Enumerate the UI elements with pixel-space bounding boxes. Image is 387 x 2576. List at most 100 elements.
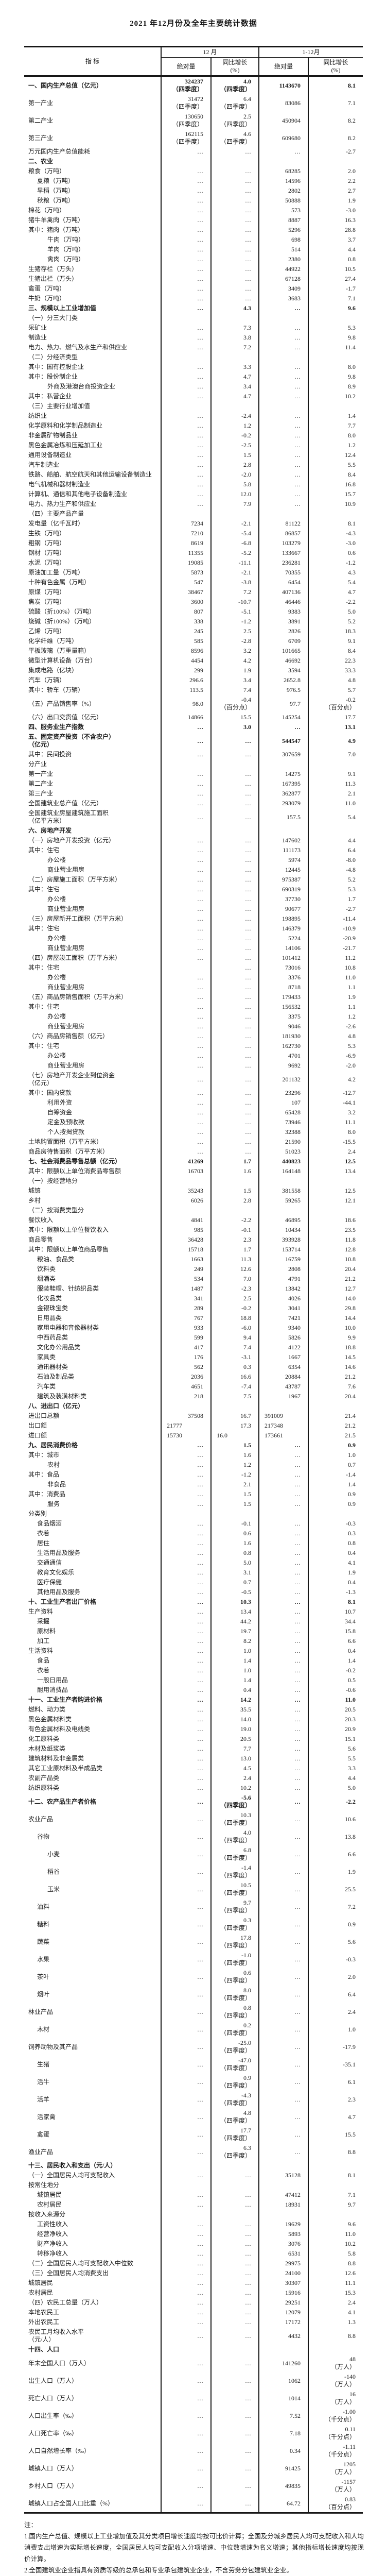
value-cell: 417	[161, 1343, 211, 1352]
value-cell: …	[161, 2327, 211, 2345]
value-cell: 3.2	[211, 646, 259, 656]
value-cell: …	[211, 186, 259, 196]
value-cell: …	[211, 894, 259, 904]
value-cell: …	[161, 1147, 211, 1157]
value-cell: …	[211, 1002, 259, 1012]
value-cell: …	[161, 1783, 211, 1793]
indicator-label: 茶叶	[24, 1968, 161, 1986]
value-cell: 1.7	[211, 1157, 259, 1166]
value-cell: …	[161, 196, 211, 206]
value-cell: 6.4	[308, 845, 363, 855]
indicator-label: （二）按消费类型分	[24, 1206, 161, 1215]
indicator-label: 计算机、通信和其他电子设备制造业	[24, 489, 161, 499]
value-cell: 179433	[259, 992, 308, 1002]
indicator-label: （四）房屋竣工面积（万平方米）	[24, 953, 161, 963]
value-cell: …	[161, 904, 211, 914]
value-cell: …	[161, 450, 211, 460]
value-cell: 393928	[259, 1235, 308, 1245]
value-cell: …	[161, 362, 211, 372]
value-cell: -0.3	[308, 1951, 363, 1968]
value-cell: …	[161, 2171, 211, 2180]
value-cell	[308, 401, 363, 411]
value-cell: …	[161, 2268, 211, 2278]
value-cell: …	[161, 499, 211, 509]
indicator-label: 其中：住宅	[24, 1002, 161, 1012]
value-cell: …	[161, 421, 211, 431]
value-cell: …	[161, 1489, 211, 1499]
indicator-label: 生铁（万吨）	[24, 529, 161, 538]
table-row: 分产业	[24, 759, 363, 769]
value-cell: 4122	[259, 1343, 308, 1352]
value-cell: 218	[161, 1392, 211, 1401]
indicator-label: 糖料	[24, 1916, 161, 1933]
value-cell: 1.0	[211, 1646, 259, 1656]
value-cell: …	[211, 934, 259, 943]
value-cell: …	[211, 2278, 259, 2288]
indicator-label: 其中：私营企业	[24, 392, 161, 401]
value-cell: …	[259, 1968, 308, 1986]
indicator-label: 蔬菜	[24, 1933, 161, 1951]
value-cell: 4.4	[308, 1773, 363, 1783]
value-cell: 4432	[259, 2327, 308, 2345]
value-cell: 8.2	[211, 1636, 259, 1646]
value-cell: …	[211, 1147, 259, 1157]
value-cell: -3.0	[308, 538, 363, 548]
value-cell	[161, 826, 211, 836]
indicator-label: 林业产品	[24, 2003, 161, 2021]
value-cell: …	[259, 303, 308, 313]
value-cell: …	[161, 284, 211, 294]
value-cell: 30307	[259, 2278, 308, 2288]
value-cell: 18.3	[308, 626, 363, 636]
value-cell: 157.5	[259, 808, 308, 826]
value-cell: …	[161, 470, 211, 480]
value-cell: -3.0	[308, 206, 363, 215]
indicator-label: 通讯器材类	[24, 1362, 161, 1372]
value-cell: …	[161, 1724, 211, 1734]
indicator-label: 黑色金属材料类	[24, 1715, 161, 1724]
table-row: 其中：食品…-1.2…-1.4	[24, 1470, 363, 1480]
indicator-label: 十四、人口	[24, 2345, 161, 2354]
value-cell: 4.5	[211, 1764, 259, 1773]
value-cell: 107	[259, 1098, 308, 1108]
value-cell: 0.8 （四季度）	[211, 2003, 259, 2021]
value-cell: …	[259, 1715, 308, 1724]
value-cell	[211, 1401, 259, 1411]
value-cell: 0.4	[211, 1685, 259, 1695]
table-row: 油料…9.7 （四季度）…7.2	[24, 1898, 363, 1916]
value-cell: …	[211, 2442, 259, 2460]
value-cell: 0.3	[211, 1362, 259, 1372]
value-cell: 10.2	[308, 2239, 363, 2249]
value-cell: 15.5	[308, 2126, 363, 2143]
value-cell: …	[161, 1587, 211, 1597]
indicator-label: 办公楼	[24, 855, 161, 865]
value-cell: …	[161, 480, 211, 489]
value-cell: 767	[161, 1313, 211, 1323]
indicator-label: 外出农民工	[24, 2317, 161, 2327]
indicator-label: 十三、居民收入和支出（元/人）	[24, 2161, 161, 2171]
value-cell: …	[259, 470, 308, 480]
value-cell: -1157 （万人）	[308, 2477, 363, 2495]
value-cell: 3375	[259, 1012, 308, 1022]
value-cell: 37730	[259, 894, 308, 904]
value-cell: …	[259, 2038, 308, 2056]
indicator-label: 商业营业用房	[24, 865, 161, 875]
value-cell: …	[161, 1863, 211, 1880]
indicator-label: 禽肉（万吨）	[24, 255, 161, 264]
value-cell: 15730	[161, 1431, 211, 1440]
value-cell: 1014	[259, 2389, 308, 2407]
table-row: 其中：城市…1.6…1.0	[24, 1450, 363, 1460]
indicator-label: 采掘	[24, 1617, 161, 1626]
value-cell: …	[259, 1460, 308, 1470]
value-cell: 9340	[259, 1323, 308, 1333]
value-cell: …	[161, 732, 211, 750]
value-cell: …	[161, 769, 211, 779]
table-row: 居住…1.6…0.8	[24, 1538, 363, 1548]
value-cell: 7.18	[259, 2425, 308, 2442]
